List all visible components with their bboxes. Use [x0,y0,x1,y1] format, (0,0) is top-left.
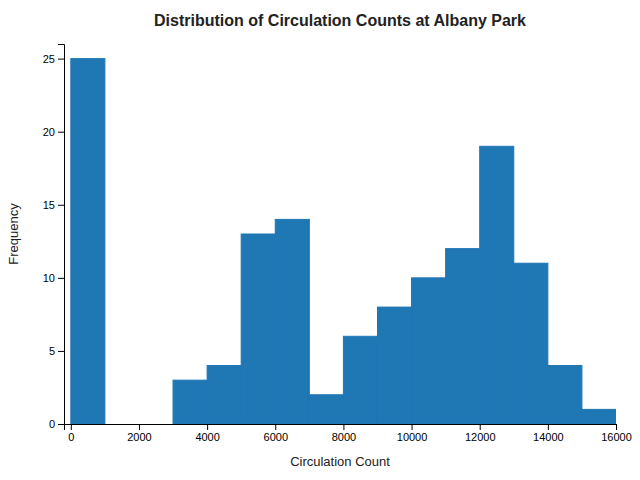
y-tick-label: 15 [43,199,55,211]
y-tick-mark [58,351,64,352]
y-tick: 5 [49,345,64,357]
title: Distribution of Circulation Counts at Al… [154,12,526,29]
chart: 0 2000 4000 6000 8000 10000 12000 14000 16000 0 5 1… [0,0,640,480]
bar [71,59,105,424]
x-tick-mark [71,424,72,430]
bars [71,59,616,424]
x-tick-mark [548,424,549,430]
y-tick-mark [58,59,64,60]
bar [275,219,309,424]
x-tick-label: 16000 [601,431,632,443]
x-tick-label: 8000 [332,431,356,443]
x-tick-mark [139,424,140,430]
y-tick: 15 [43,199,64,211]
x-tick-label: 0 [68,431,74,443]
x-tick-label: 14000 [533,431,564,443]
x-tick: 8000 [332,424,356,443]
bar [105,424,139,425]
y-tick: 20 [43,126,64,138]
x-tick-label: 10000 [397,431,428,443]
x-axis: 0 2000 4000 6000 8000 10000 12000 14000 16000 [65,424,632,443]
bar [582,409,616,424]
bar [241,234,275,424]
x-axis-line [65,425,617,431]
bar [412,278,446,424]
y-axis-title: Frequency [6,203,21,265]
x-tick-mark [480,424,481,430]
x-tick: 12000 [465,424,496,443]
plot: 0 2000 4000 6000 8000 10000 12000 14000 16000 0 5 1… [43,45,632,443]
bar [514,263,548,424]
y-tick-label: 20 [43,126,55,138]
y-tick: 25 [43,53,64,65]
y-tick-mark [58,132,64,133]
bar [480,146,514,424]
bar [173,380,207,424]
x-tick-mark [343,424,344,430]
x-tick: 10000 [397,424,428,443]
x-tick-mark [207,424,208,430]
x-tick-mark [275,424,276,430]
x-tick: 16000 [601,424,632,443]
y-tick-mark [58,278,64,279]
x-tick-mark [616,424,617,430]
x-tick: 0 [68,424,74,443]
y-tick-mark [58,205,64,206]
bar [139,424,173,425]
bar [343,336,377,424]
x-tick-mark [412,424,413,430]
y-tick: 0 [49,418,64,430]
y-tick-label: 0 [49,418,55,430]
y-tick: 10 [43,272,64,284]
x-tick: 2000 [127,424,151,443]
x-tick: 14000 [533,424,564,443]
x-tick: 4000 [195,424,219,443]
y-tick-label: 25 [43,53,55,65]
bar [446,249,480,424]
bar [548,366,582,424]
x-tick-label: 12000 [465,431,496,443]
x-axis-title: Circulation Count [290,454,390,469]
x-tick-label: 4000 [195,431,219,443]
bar [207,366,241,424]
bar [309,395,343,424]
y-tick-label: 5 [49,345,55,357]
x-tick: 6000 [264,424,288,443]
y-tick-mark [58,424,64,425]
x-tick-label: 2000 [127,431,151,443]
bar [377,307,411,424]
y-tick-label: 10 [43,272,55,284]
x-tick-label: 6000 [264,431,288,443]
y-axis: 0 5 10 15 20 25 [43,45,65,431]
y-axis-line [58,45,65,425]
